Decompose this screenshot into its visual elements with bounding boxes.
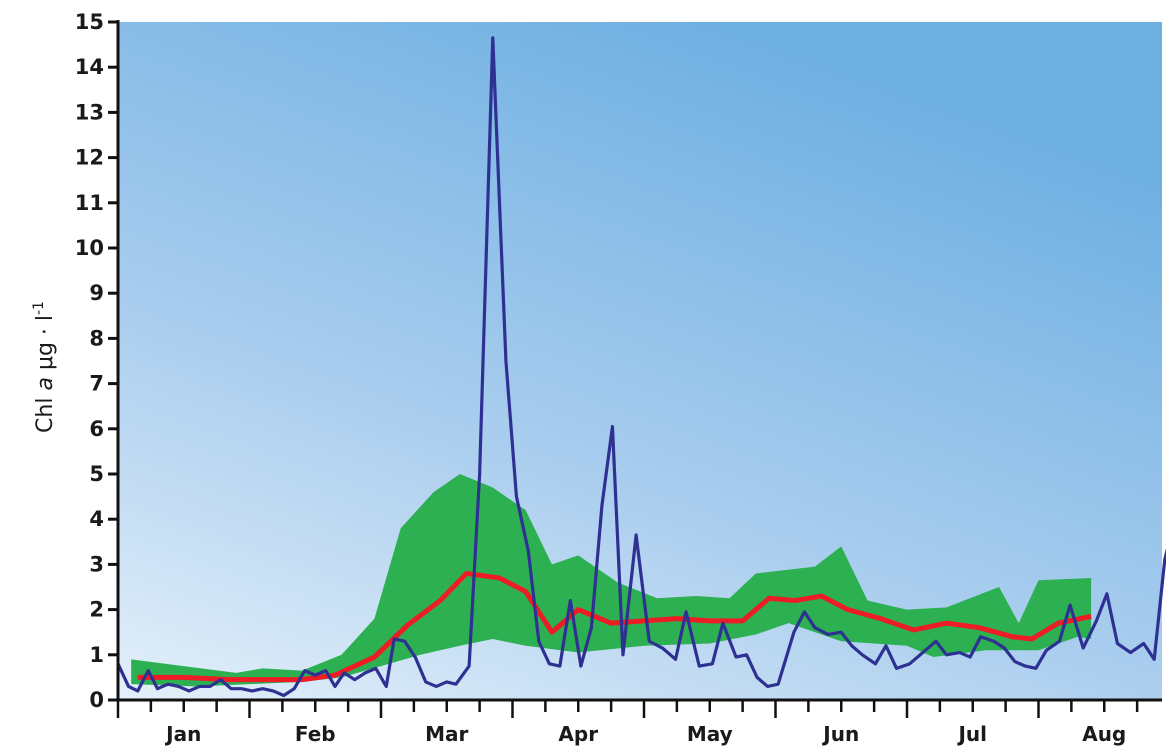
y-tick-label: 2 (89, 598, 104, 622)
plot-background (118, 22, 1162, 700)
x-tick-label: Jan (164, 722, 201, 746)
y-tick-label: 13 (75, 100, 104, 124)
y-tick-label: 1 (89, 643, 104, 667)
series-layer (116, 36, 1166, 698)
y-tick-label: 9 (89, 281, 104, 305)
x-tick-label: Feb (295, 722, 336, 746)
mean-line (137, 570, 1092, 683)
y-axis-label: Chl a μg · l-1 (31, 301, 58, 433)
x-tick-label: Jun (821, 722, 859, 746)
y-tick-label: 11 (75, 191, 104, 215)
x-tick-label: Jul (956, 722, 987, 746)
y-tick-label: 7 (89, 372, 104, 396)
y-tick-label: 14 (75, 55, 104, 79)
y-tick-label: 12 (75, 146, 104, 170)
observed-line (116, 36, 1166, 698)
x-tick-label: Mar (425, 722, 468, 746)
y-tick-label: 10 (75, 236, 104, 260)
range-band (131, 474, 1092, 687)
y-tick-label: 5 (89, 462, 104, 486)
x-tick-label: Aug (1082, 722, 1126, 746)
y-tick-label: 0 (89, 688, 104, 712)
y-tick-label: 6 (89, 417, 104, 441)
y-tick-label: 3 (89, 552, 104, 576)
y-tick-label: 4 (89, 507, 104, 531)
x-tick-label: May (687, 722, 733, 746)
y-tick-label: 15 (75, 10, 104, 34)
x-tick-label: Apr (558, 722, 598, 746)
y-tick-label: 8 (89, 326, 104, 350)
